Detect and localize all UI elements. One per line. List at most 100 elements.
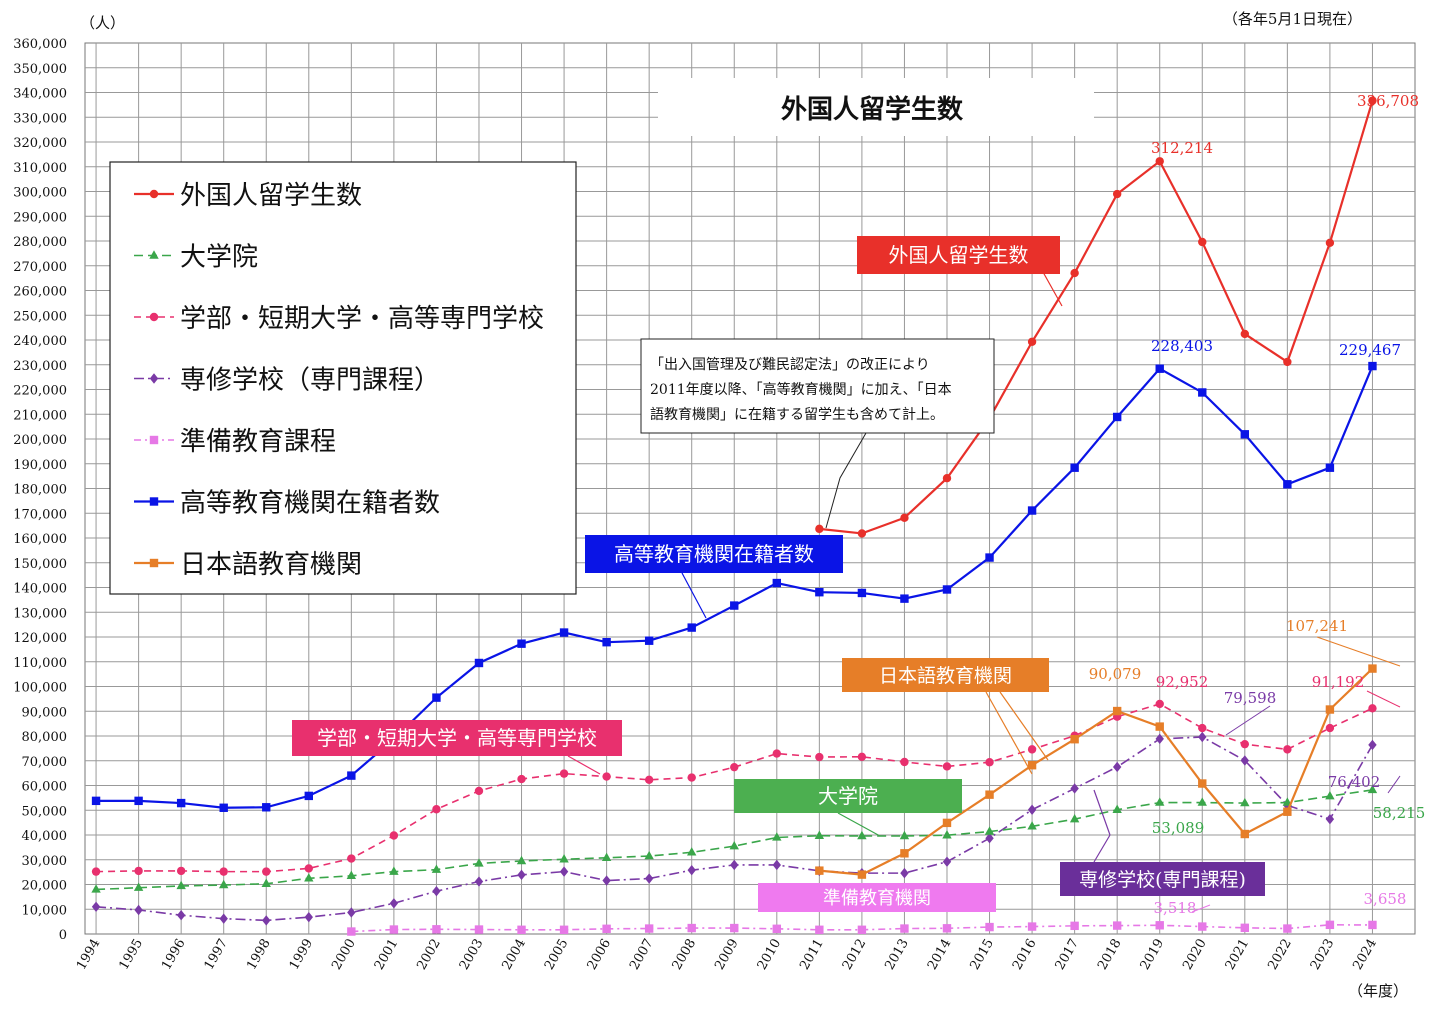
y-tick-label: 340,000 bbox=[13, 87, 67, 102]
data-point bbox=[644, 873, 654, 884]
y-tick-label: 250,000 bbox=[13, 309, 67, 324]
data-point bbox=[985, 553, 994, 562]
data-point bbox=[1027, 506, 1037, 515]
callout-label: 日本語教育機関 bbox=[879, 665, 1012, 687]
data-point bbox=[1112, 189, 1122, 199]
series-1 bbox=[91, 784, 1378, 893]
legend-label: 大学院 bbox=[180, 243, 258, 273]
data-point bbox=[1198, 723, 1207, 733]
data-point bbox=[985, 758, 994, 767]
callout-higher: 高等教育機関在籍者数 bbox=[585, 535, 843, 619]
data-point bbox=[262, 867, 271, 876]
data-point bbox=[772, 578, 782, 588]
data-point bbox=[1240, 329, 1250, 339]
legend-label: 専修学校（専門課程） bbox=[180, 366, 440, 396]
callout-label: 外国人留学生数 bbox=[889, 243, 1029, 267]
data-point bbox=[1283, 807, 1292, 816]
data-point bbox=[857, 529, 867, 538]
annotations: 外国人留学生数大学院学部・短期大学・高等専門学校専修学校（専門課程）準備教育課程… bbox=[109, 78, 1426, 917]
y-tick-label: 320,000 bbox=[13, 136, 67, 151]
data-point bbox=[602, 772, 611, 781]
data-point bbox=[176, 909, 186, 921]
data-point bbox=[687, 923, 696, 933]
data-point bbox=[644, 636, 654, 645]
data-point bbox=[432, 805, 441, 814]
data-point bbox=[601, 852, 612, 861]
y-tick-label: 40,000 bbox=[22, 829, 68, 844]
data-label-leader bbox=[1225, 705, 1271, 736]
data-point bbox=[985, 833, 994, 844]
data-point bbox=[91, 884, 101, 893]
data-point bbox=[1027, 804, 1037, 815]
data-point bbox=[1368, 664, 1377, 673]
data-point bbox=[262, 803, 271, 812]
data-point bbox=[730, 859, 739, 871]
callout-leader bbox=[567, 755, 601, 775]
y-tick-label: 100,000 bbox=[13, 681, 67, 696]
data-point bbox=[815, 524, 824, 534]
series-line bbox=[819, 100, 1374, 535]
data-point bbox=[91, 901, 101, 912]
data-point bbox=[984, 826, 995, 835]
data-point bbox=[687, 623, 696, 632]
data-point bbox=[772, 859, 782, 871]
data-point bbox=[1368, 739, 1377, 751]
data-point bbox=[602, 924, 611, 934]
data-label: 92,952 bbox=[1156, 673, 1209, 691]
data-point bbox=[942, 585, 952, 594]
data-point bbox=[1070, 783, 1079, 794]
data-point bbox=[942, 474, 952, 483]
title-box bbox=[658, 78, 1094, 136]
y-unit-label: （人） bbox=[80, 14, 125, 32]
data-point bbox=[474, 658, 484, 668]
callout-box bbox=[857, 236, 1060, 274]
data-point bbox=[432, 693, 441, 702]
data-point bbox=[1325, 463, 1335, 472]
y-tick-label: 60,000 bbox=[22, 780, 68, 795]
date-note: （各年5月1日現在） bbox=[1223, 10, 1362, 28]
y-tick-label: 290,000 bbox=[13, 210, 67, 225]
legend-label: 高等教育機関在籍者数 bbox=[180, 489, 440, 519]
data-point bbox=[1197, 797, 1207, 806]
data-point bbox=[1325, 238, 1335, 247]
data-label: 229,467 bbox=[1339, 341, 1401, 359]
data-point bbox=[474, 786, 484, 796]
data-label: 91,192 bbox=[1312, 673, 1365, 691]
y-tick-label: 70,000 bbox=[22, 755, 68, 770]
data-point bbox=[517, 639, 526, 648]
data-point bbox=[559, 925, 569, 934]
data-point bbox=[91, 867, 101, 876]
callout-box bbox=[842, 658, 1049, 692]
data-point bbox=[1368, 96, 1377, 105]
note-box bbox=[640, 338, 995, 434]
y-tick-label: 170,000 bbox=[13, 507, 67, 522]
data-point bbox=[517, 869, 526, 881]
data-point bbox=[1112, 706, 1122, 716]
legend-swatch-marker bbox=[149, 558, 159, 568]
data-point bbox=[1325, 723, 1335, 733]
data-point bbox=[1240, 829, 1250, 839]
data-label: 58,215 bbox=[1373, 804, 1426, 822]
data-point bbox=[1112, 804, 1122, 813]
y-tick-label: 190,000 bbox=[13, 458, 67, 473]
callout-box bbox=[585, 535, 843, 573]
callout-japanese: 日本語教育機関 bbox=[842, 658, 1049, 775]
data-point bbox=[1325, 790, 1335, 800]
data-point bbox=[1155, 797, 1165, 806]
data-point bbox=[559, 628, 569, 637]
data-point bbox=[602, 637, 611, 647]
y-tick-label: 270,000 bbox=[13, 260, 67, 275]
data-point bbox=[857, 870, 867, 879]
data-point bbox=[899, 830, 910, 840]
y-tick-label: 300,000 bbox=[13, 186, 67, 201]
data-point bbox=[1283, 924, 1292, 933]
data-point bbox=[1367, 784, 1378, 794]
data-point bbox=[1027, 922, 1037, 931]
data-point bbox=[432, 885, 441, 897]
y-tick-label: 30,000 bbox=[22, 854, 68, 869]
data-point bbox=[1325, 920, 1335, 930]
data-point bbox=[1368, 361, 1377, 371]
callout-label: 専修学校(専門課程) bbox=[1079, 869, 1246, 891]
data-point bbox=[1155, 733, 1164, 745]
